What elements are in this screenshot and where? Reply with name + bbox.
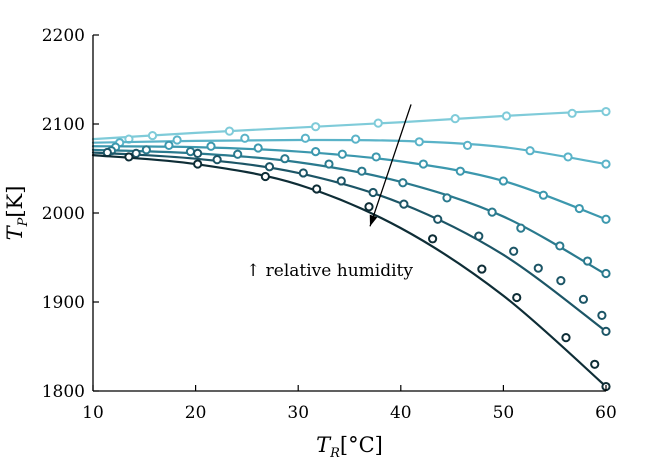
data-point xyxy=(131,148,141,158)
data-point xyxy=(260,171,270,182)
data-point xyxy=(555,241,565,251)
data-point xyxy=(590,359,600,369)
data-point xyxy=(567,108,577,118)
data-point xyxy=(193,148,203,158)
data-point xyxy=(601,326,611,336)
y-tick-label: 2000 xyxy=(42,204,85,224)
x-tick-label: 20 xyxy=(185,403,207,423)
data-point xyxy=(312,184,322,194)
data-point xyxy=(253,143,263,153)
data-point xyxy=(124,152,134,162)
annotation-arrow-head xyxy=(369,214,378,227)
annotation-label: ↑ relative humidity xyxy=(246,261,413,281)
axes-layer: 10 20 30 40 50 60 1800 1900 2000 2100 2200 TR[°C] TP… xyxy=(3,26,617,461)
data-point xyxy=(224,126,235,136)
data-point xyxy=(556,276,566,286)
data-point xyxy=(141,145,151,155)
data-point xyxy=(574,203,584,214)
data-point xyxy=(311,146,321,157)
data-point xyxy=(364,202,374,212)
y-axis-label: TP[K] xyxy=(3,186,31,241)
series-line xyxy=(91,154,608,388)
data-point xyxy=(324,159,334,169)
x-tick-label: 30 xyxy=(287,403,309,423)
data-point xyxy=(487,207,497,217)
x-tick-label: 50 xyxy=(493,403,515,423)
annotation-layer: ↑ relative humidity xyxy=(246,104,413,281)
data-point xyxy=(538,190,549,200)
data-point xyxy=(233,149,243,159)
data-point xyxy=(601,268,611,279)
data-point xyxy=(357,166,367,176)
x-axis-label: TR[°C] xyxy=(316,433,383,461)
data-point xyxy=(414,137,424,147)
data-point xyxy=(601,106,611,117)
data-point xyxy=(601,214,611,224)
x-tick-label: 40 xyxy=(390,403,412,423)
data-point xyxy=(563,152,573,162)
y-tick-label: 2200 xyxy=(42,26,85,46)
data-point xyxy=(337,149,347,159)
data-point xyxy=(516,223,526,233)
data-point xyxy=(561,333,571,343)
data-point xyxy=(280,154,290,164)
data-point xyxy=(264,162,275,172)
data-point xyxy=(300,133,310,143)
data-point xyxy=(477,264,487,274)
y-tick-label: 2100 xyxy=(42,115,85,135)
data-point xyxy=(172,135,182,145)
data-point xyxy=(193,159,203,169)
data-point xyxy=(474,231,484,241)
data-point xyxy=(455,166,465,176)
data-point xyxy=(185,146,196,157)
data-point xyxy=(462,140,473,150)
data-point xyxy=(512,292,522,303)
y-tick-label: 1800 xyxy=(42,382,85,402)
data-point xyxy=(501,111,512,121)
data-point xyxy=(212,155,222,165)
series-5 xyxy=(91,147,611,336)
data-point xyxy=(525,146,535,156)
data-point xyxy=(373,118,383,128)
series-1 xyxy=(91,106,611,144)
data-point xyxy=(533,263,543,273)
data-point xyxy=(240,133,250,143)
series-6 xyxy=(91,152,611,392)
x-tick-label: 60 xyxy=(595,403,617,423)
data-point xyxy=(442,193,452,203)
data-point xyxy=(298,168,308,178)
data-point xyxy=(164,140,174,150)
data-point xyxy=(509,246,519,256)
data-point xyxy=(336,176,346,186)
series-layer xyxy=(91,106,611,392)
data-point xyxy=(311,122,321,132)
data-point xyxy=(418,159,428,169)
data-point xyxy=(398,178,408,188)
data-point xyxy=(428,234,438,244)
annotation-arrow-shaft xyxy=(369,104,412,227)
data-point xyxy=(399,199,409,209)
x-tick-label: 10 xyxy=(82,403,104,423)
series-line xyxy=(91,109,608,141)
data-point xyxy=(147,130,158,141)
series-4 xyxy=(91,145,611,279)
data-point xyxy=(351,134,361,144)
data-point xyxy=(368,187,378,198)
y-tick-label: 1900 xyxy=(42,293,85,313)
data-point xyxy=(433,214,443,224)
data-point xyxy=(450,114,460,124)
data-point xyxy=(597,310,607,320)
data-point xyxy=(498,176,508,186)
series-line xyxy=(91,148,608,276)
series-line xyxy=(91,138,608,166)
data-point xyxy=(371,152,381,162)
data-point xyxy=(582,256,593,266)
data-point xyxy=(206,141,216,151)
series-line xyxy=(91,151,608,333)
data-point xyxy=(578,294,589,304)
data-point xyxy=(601,159,611,169)
series-line xyxy=(91,145,608,221)
